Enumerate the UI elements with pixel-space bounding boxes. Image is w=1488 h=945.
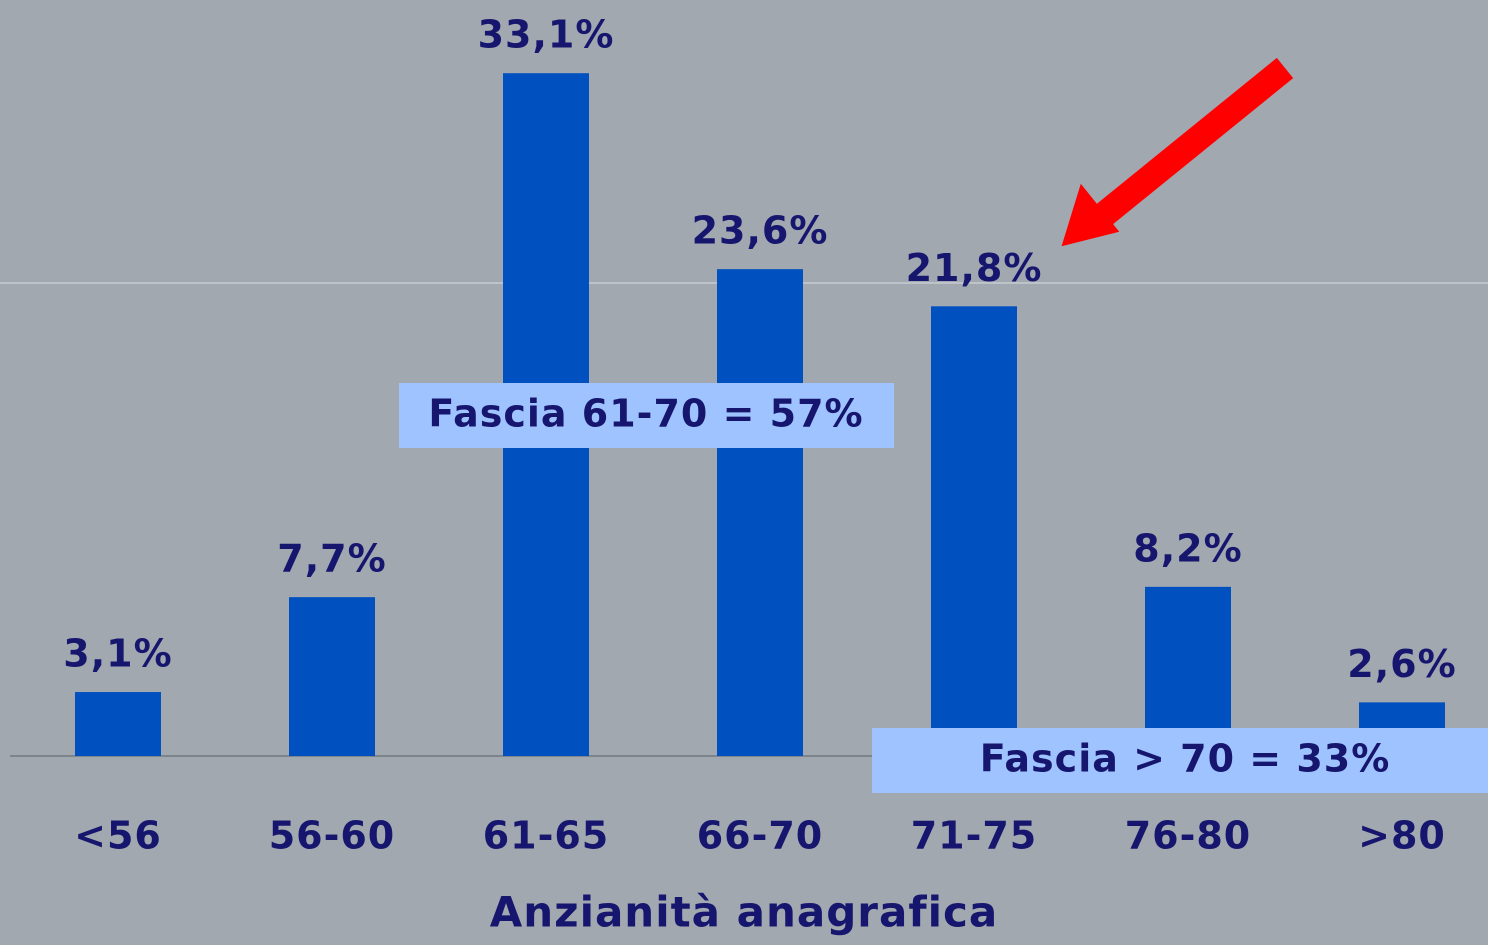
bars: 3,1% <56 7,7% 56-60 33,1% 61-65 23,6% 66-70 21,8…	[63, 13, 1456, 858]
arrow-shaft	[1091, 57, 1294, 229]
value-label: 21,8%	[906, 246, 1043, 290]
bar	[717, 269, 803, 756]
x-tick-label: 66-70	[697, 814, 824, 858]
value-label: 33,1%	[478, 13, 615, 57]
bar	[931, 306, 1017, 756]
value-label: 2,6%	[1347, 642, 1456, 686]
x-axis-label: Anzianità anagrafica	[490, 888, 999, 937]
bar	[1145, 586, 1231, 756]
x-tick-label: 56-60	[269, 814, 396, 858]
annotation-box	[872, 728, 1488, 793]
value-label: 7,7%	[277, 537, 386, 581]
x-tick-label: 76-80	[1125, 814, 1252, 858]
x-tick-label: 71-75	[911, 814, 1038, 858]
arrow	[1061, 57, 1294, 247]
bar	[75, 692, 161, 756]
arrow-head	[1061, 183, 1120, 247]
x-tick-label: >80	[1358, 814, 1446, 858]
annotation: Fascia 61-70 = 57%	[428, 392, 863, 436]
annotation-box	[399, 383, 894, 448]
annotation: Fascia > 70 = 33%	[980, 737, 1391, 781]
x-tick-label: 61-65	[483, 814, 610, 858]
value-label: 3,1%	[63, 632, 172, 676]
bar	[289, 597, 375, 756]
value-label: 23,6%	[692, 209, 829, 253]
x-tick-label: <56	[74, 814, 162, 858]
value-label: 8,2%	[1133, 526, 1242, 570]
